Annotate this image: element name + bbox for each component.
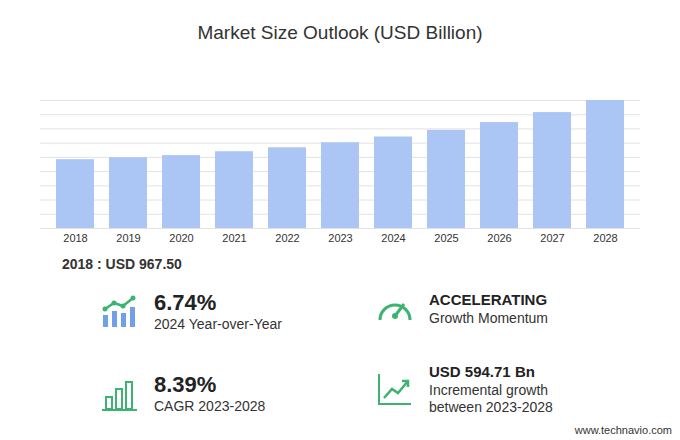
svg-text:2022: 2022 bbox=[275, 232, 299, 244]
svg-text:2025: 2025 bbox=[434, 232, 458, 244]
html-text:USD 594.71 Bn: USD 594.71 Bn bbox=[429, 363, 535, 380]
html-text:ACCELERATING: ACCELERATING bbox=[429, 291, 548, 308]
svg-text:2024: 2024 bbox=[381, 232, 405, 244]
html-text:2018 : USD 967.50: 2018 : USD 967.50 bbox=[62, 256, 182, 272]
html-text:CAGR 2023-2028: CAGR 2023-2028 bbox=[154, 398, 266, 414]
svg-text:2028: 2028 bbox=[593, 232, 617, 244]
svg-text:2021: 2021 bbox=[222, 232, 246, 244]
html-text:Growth Momentum: Growth Momentum bbox=[429, 310, 548, 326]
html-text:Market Size Outlook (USD Billi: Market Size Outlook (USD Billion) bbox=[197, 22, 483, 43]
html-text:6.74%: 6.74% bbox=[154, 290, 217, 315]
svg-text:2027: 2027 bbox=[540, 232, 564, 244]
svg-text:2018: 2018 bbox=[63, 232, 87, 244]
html-text:8.39%: 8.39% bbox=[154, 372, 217, 397]
svg-text:2020: 2020 bbox=[169, 232, 193, 244]
html-text:www.technavio.com: www.technavio.com bbox=[574, 424, 672, 436]
html-text:between 2023-2028: between 2023-2028 bbox=[429, 399, 553, 415]
svg-text:2023: 2023 bbox=[328, 232, 352, 244]
html-text:Incremental growth: Incremental growth bbox=[429, 382, 549, 398]
svg-text:2026: 2026 bbox=[487, 232, 511, 244]
svg-text:2019: 2019 bbox=[116, 232, 140, 244]
html-text:2024 Year-over-Year: 2024 Year-over-Year bbox=[154, 316, 282, 332]
